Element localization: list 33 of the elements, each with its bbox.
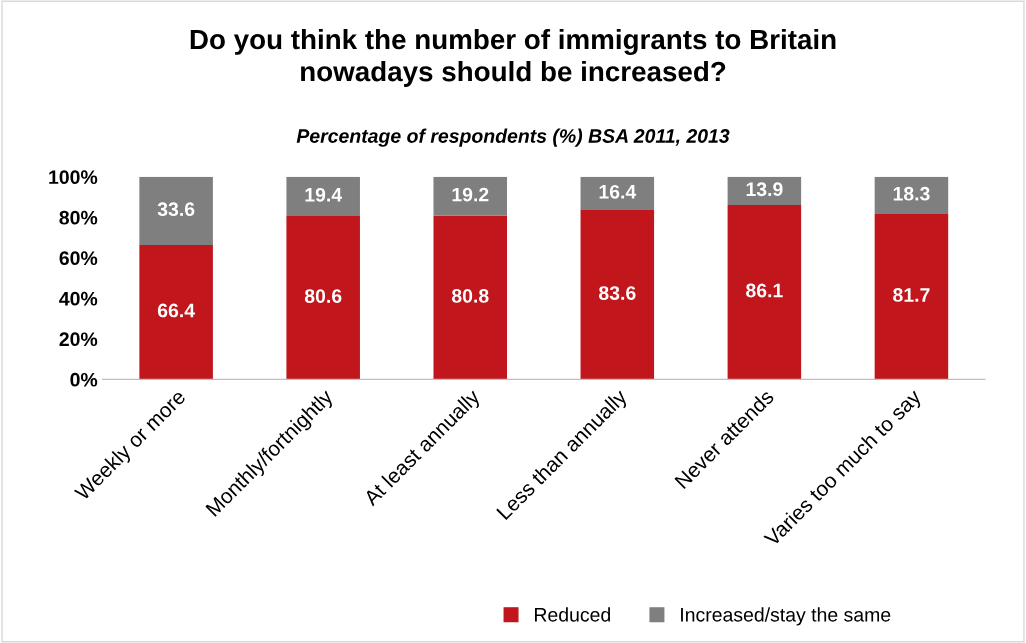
bar <box>286 216 360 380</box>
bar <box>433 215 508 380</box>
chart-subtitle: Percentage of respondents (%) BSA 2011, 2013 <box>296 128 730 147</box>
data-label: 19.4 <box>305 187 343 202</box>
data-label: 83.6 <box>599 286 636 300</box>
y-tick-label: 0% <box>70 372 98 387</box>
y-tick-label: 40% <box>59 291 98 306</box>
bar <box>139 176 213 245</box>
data-label: 80.8 <box>451 288 489 303</box>
data-label: 33.6 <box>157 202 195 217</box>
bar <box>727 204 802 380</box>
bar <box>433 176 508 216</box>
data-label: 81.7 <box>893 288 930 302</box>
data-label: 16.4 <box>599 184 637 199</box>
bar <box>874 176 949 214</box>
y-tick-label: 20% <box>59 332 98 347</box>
bar <box>286 176 360 217</box>
bar <box>874 213 949 380</box>
data-label: 66.4 <box>157 303 195 318</box>
y-tick-label: 60% <box>59 251 98 266</box>
bar <box>580 176 655 211</box>
chart-title: Do you think the number of immigrants to Britain nowadays should be increased? <box>190 28 836 87</box>
data-label: 86.1 <box>746 283 783 298</box>
data-label: 80.6 <box>304 289 342 303</box>
y-tick-label: 80% <box>59 210 98 225</box>
data-label: 18.3 <box>893 186 930 201</box>
bar <box>139 244 213 380</box>
bar <box>580 210 655 380</box>
legend-label: Reduced <box>535 607 610 622</box>
data-label: 19.2 <box>452 187 489 202</box>
y-tick-label: 100% <box>49 170 98 185</box>
legend-label: Increased/stay the same <box>681 607 891 626</box>
data-label: 13.9 <box>746 182 783 197</box>
